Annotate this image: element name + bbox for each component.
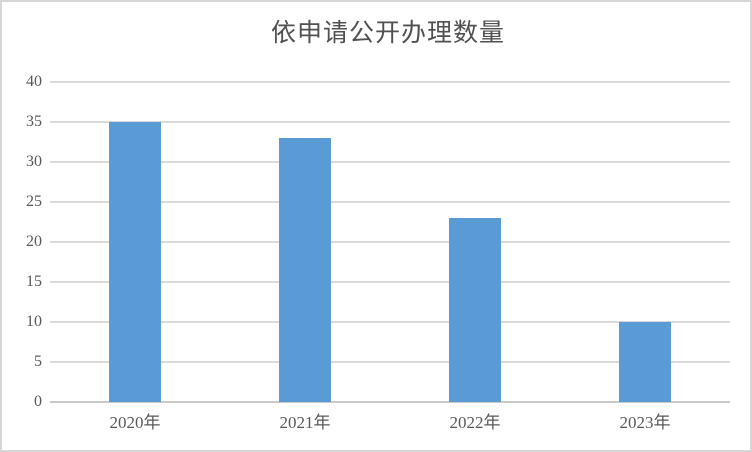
gridline <box>50 361 730 363</box>
bar-2021年 <box>279 138 331 402</box>
x-tick-label: 2023年 <box>619 413 671 432</box>
bar-2020年 <box>109 122 161 402</box>
x-axis-line <box>50 401 730 403</box>
x-tick-label: 2022年 <box>449 413 501 432</box>
y-tick-label: 5 <box>34 353 42 370</box>
x-tick-label: 2021年 <box>279 413 331 432</box>
gridline <box>50 81 730 83</box>
y-tick-label: 0 <box>34 393 42 410</box>
plot-area <box>50 81 730 403</box>
gridline <box>50 201 730 203</box>
y-tick-label: 30 <box>26 153 42 170</box>
gridline <box>50 241 730 243</box>
gridline <box>50 321 730 323</box>
y-tick-label: 15 <box>26 273 42 290</box>
chart-title: 依申请公开办理数量 <box>270 20 505 47</box>
y-tick-label: 25 <box>26 193 42 210</box>
y-tick-label: 35 <box>26 113 42 130</box>
gridline <box>50 161 730 163</box>
y-tick-label: 10 <box>26 313 42 330</box>
bar-2023年 <box>619 322 671 402</box>
bar-2022年 <box>449 218 501 402</box>
gridline <box>50 121 730 123</box>
y-tick-label: 20 <box>26 233 42 250</box>
y-tick-label: 40 <box>26 73 42 90</box>
x-tick-label: 2020年 <box>109 413 161 432</box>
gridline <box>50 281 730 283</box>
